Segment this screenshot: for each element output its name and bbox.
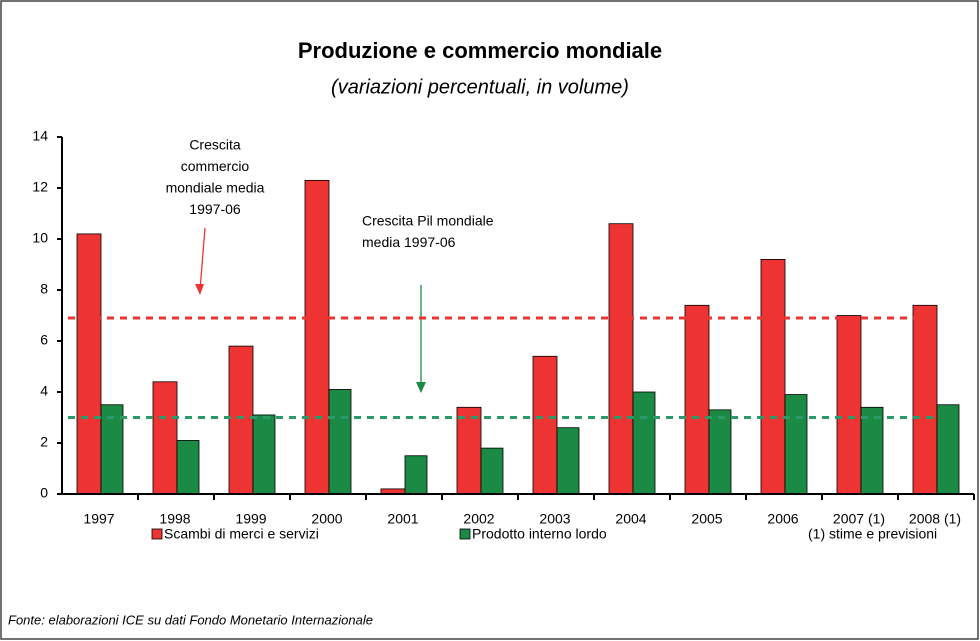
legend-swatch	[459, 528, 471, 540]
bar	[860, 406, 884, 495]
footnote: (1) stime e previsioni	[808, 526, 937, 542]
bar	[760, 258, 786, 495]
legend-label: Scambi di merci e servizi	[164, 526, 319, 542]
arrow	[199, 227, 206, 291]
y-tick-label: 8	[40, 281, 48, 297]
legend-swatch	[151, 528, 163, 540]
bar	[252, 414, 276, 495]
y-tick-label: 0	[40, 485, 48, 501]
x-tick-label: 2007 (1)	[833, 511, 885, 527]
bar	[228, 345, 254, 495]
x-tick-label: 1997	[83, 511, 114, 527]
bar	[404, 455, 428, 495]
bar	[328, 389, 352, 495]
annotation: commercio	[181, 158, 250, 174]
annotation: media 1997-06	[362, 234, 456, 250]
y-tick-label: 4	[40, 383, 48, 399]
bar	[556, 427, 580, 495]
bar	[608, 223, 634, 495]
x-tick-label: 2001	[387, 511, 418, 527]
x-tick-label: 2004	[615, 511, 646, 527]
bar	[936, 404, 960, 495]
x-tick-label: 2000	[311, 511, 342, 527]
bar	[684, 304, 710, 495]
bar	[784, 394, 808, 495]
annotation: 1997-06	[189, 201, 241, 217]
bar	[480, 447, 504, 495]
x-tick-label: 2005	[691, 511, 722, 527]
x-tick-label: 2003	[539, 511, 570, 527]
bar	[708, 409, 732, 495]
arrow-head	[195, 284, 204, 295]
bar	[456, 406, 482, 495]
bar	[76, 233, 102, 495]
y-tick-label: 6	[40, 332, 48, 348]
source: Fonte: elaborazioni ICE su dati Fondo Mo…	[8, 612, 373, 627]
x-tick-label: 1999	[235, 511, 266, 527]
bar	[912, 304, 938, 495]
y-tick-label: 2	[40, 434, 48, 450]
y-tick-label: 14	[32, 128, 48, 144]
x-tick-label: 2008 (1)	[909, 511, 961, 527]
y-tick-label: 10	[32, 230, 48, 246]
bar	[304, 179, 330, 495]
bar	[152, 381, 178, 495]
bar	[836, 315, 862, 495]
annotation: Crescita	[189, 137, 241, 153]
x-tick-label: 1998	[159, 511, 190, 527]
annotation: mondiale media	[166, 180, 265, 196]
bar	[632, 391, 656, 495]
bar	[532, 355, 558, 495]
y-tick-label: 12	[32, 179, 48, 195]
chart-title: Produzione e commercio mondiale	[298, 38, 662, 63]
annotation: Crescita Pil mondiale	[362, 213, 494, 229]
arrow-head	[416, 382, 426, 393]
x-tick-label: 2002	[463, 511, 494, 527]
chart-subtitle: (variazioni percentuali, in volume)	[331, 76, 629, 98]
bar	[176, 440, 200, 495]
x-tick-label: 2006	[767, 511, 798, 527]
legend-label: Prodotto interno lordo	[472, 526, 607, 542]
